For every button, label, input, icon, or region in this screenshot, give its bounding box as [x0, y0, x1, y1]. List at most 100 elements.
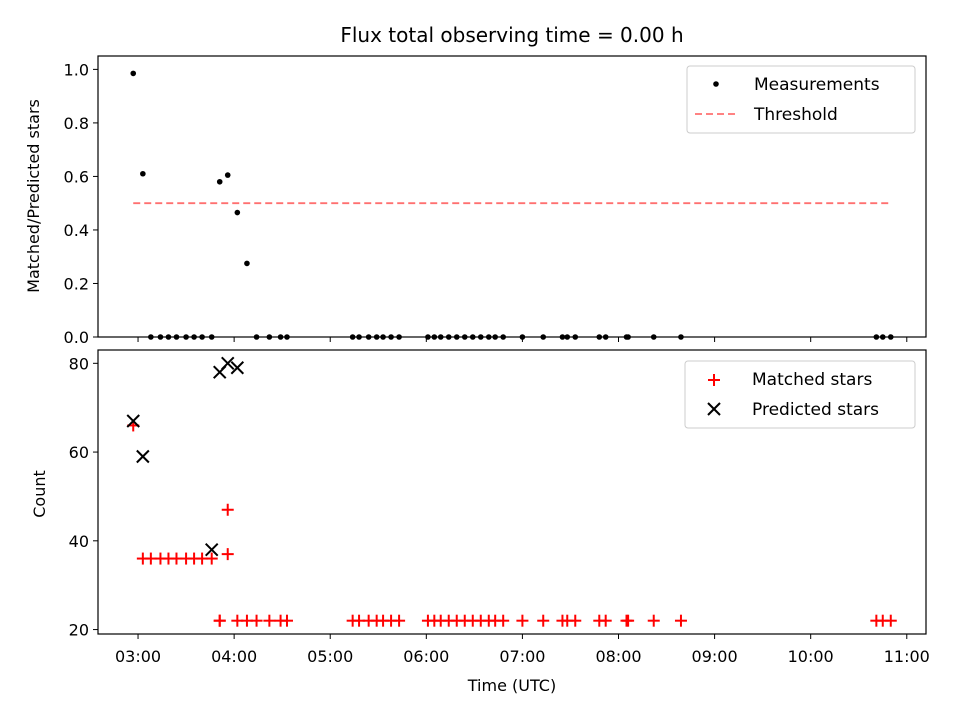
x-tick-label: 05:00	[307, 647, 353, 666]
x-tick-label: 08:00	[595, 647, 641, 666]
measurement-point	[224, 172, 231, 178]
matched-star-point	[516, 614, 529, 627]
ratio-y-label: Matched/Predicted stars	[24, 99, 43, 293]
x-axis-label: Time (UTC)	[467, 676, 556, 695]
matched-star-point	[393, 614, 406, 627]
measurement-point	[500, 334, 506, 340]
measurement-point	[199, 334, 205, 340]
matched-star-point	[205, 552, 218, 565]
predicted-legend-label: Predicted stars	[752, 400, 879, 420]
ratio-panel-frame	[97, 55, 927, 338]
measurement-point	[208, 334, 215, 340]
predicted-legend-marker	[707, 402, 721, 416]
x-tick-label: 09:00	[692, 647, 738, 666]
measurement-point	[572, 334, 579, 340]
y-tick-label: 0.2	[64, 274, 89, 293]
count-x-axis: 03:00 04:00 05:00 06:00 07:00 08:00 09:00 10:00…	[115, 634, 930, 666]
measurement-point	[873, 334, 880, 340]
matched-star-point	[221, 548, 234, 561]
measurement-point	[253, 334, 260, 340]
matched-legend-label: Matched stars	[752, 370, 872, 390]
measurement-point	[191, 334, 197, 340]
measurement-point	[173, 334, 180, 340]
ratio-panel: 0.0 0.2 0.4 0.6 0.8 1.0 Matched/Predicted sta…	[24, 55, 927, 347]
count-legend: Matched stars Predicted stars	[684, 360, 916, 429]
measurement-point	[216, 178, 223, 185]
measurement-point	[388, 334, 394, 340]
measurement-point	[183, 334, 189, 340]
measurement-point	[445, 334, 452, 340]
measurement-point	[234, 209, 241, 216]
x-tick-label: 07:00	[499, 647, 545, 666]
y-tick-label: 0.4	[64, 221, 89, 240]
measurement-point	[485, 334, 492, 340]
measurement-point	[130, 70, 137, 77]
predicted-star-point	[126, 414, 140, 428]
count-plot-area	[126, 356, 897, 627]
y-tick-label: 1.0	[64, 60, 89, 79]
measurement-point	[477, 334, 484, 340]
matched-star-point	[674, 614, 687, 627]
predicted-star-point	[221, 356, 235, 371]
chart-title: Flux total observing time = 0.00 h	[340, 23, 683, 47]
y-tick-label: 0.8	[64, 114, 89, 133]
measurement-point	[678, 334, 684, 340]
measurement-point	[559, 334, 566, 340]
ratio-y-axis: 0.0 0.2 0.4 0.6 0.8 1.0	[64, 60, 98, 347]
count-legend-box	[684, 360, 916, 429]
ratio-plot-area	[130, 70, 894, 340]
x-tick-label: 03:00	[115, 647, 161, 666]
y-tick-label: 20	[69, 621, 89, 640]
measurement-point	[564, 334, 571, 340]
measurement-point	[277, 334, 284, 340]
y-tick-label: 80	[69, 354, 89, 373]
measurement-point	[540, 334, 547, 340]
matched-star-point	[213, 614, 226, 627]
measurements-legend-marker	[713, 81, 719, 87]
ratio-legend: Measurements Threshold	[686, 65, 916, 134]
measurement-point	[602, 334, 609, 340]
measurement-point	[437, 334, 444, 340]
matched-star-point	[497, 614, 510, 627]
measurement-point	[356, 334, 362, 340]
predicted-star-point	[230, 361, 245, 375]
measurement-point	[365, 334, 372, 340]
y-tick-label: 40	[69, 532, 89, 551]
ratio-legend-box	[686, 65, 916, 134]
measurement-point	[879, 334, 886, 340]
measurement-point	[469, 334, 476, 340]
measurements-legend-label: Measurements	[754, 75, 880, 95]
measurement-point	[157, 334, 164, 340]
matched-star-point	[263, 614, 276, 627]
measurement-point	[380, 334, 386, 340]
matched-star-point	[622, 614, 635, 627]
x-tick-label: 11:00	[884, 647, 930, 666]
matched-star-point	[221, 503, 234, 516]
measurement-point	[453, 334, 460, 340]
measurement-point	[650, 334, 657, 340]
measurement-point	[461, 334, 468, 340]
matched-star-point	[250, 614, 263, 627]
matched-star-point	[569, 614, 582, 627]
y-tick-label: 0.0	[64, 328, 89, 347]
threshold-legend-label: Threshold	[753, 105, 838, 125]
predicted-star-point	[136, 449, 150, 464]
x-tick-label: 04:00	[211, 647, 257, 666]
measurement-point	[431, 334, 438, 340]
ratio-x-axis	[137, 337, 908, 342]
y-tick-label: 60	[69, 443, 89, 462]
matched-star-point	[884, 614, 897, 627]
measurement-point	[284, 334, 290, 340]
x-tick-label: 10:00	[788, 647, 834, 666]
measurement-point	[266, 334, 273, 340]
measurement-point	[492, 334, 498, 340]
measurement-point	[396, 334, 402, 340]
measurement-point	[596, 334, 603, 340]
predicted-star-point	[205, 542, 219, 557]
measurement-point	[140, 170, 146, 177]
measurement-point	[625, 334, 631, 340]
count-y-axis: 20 40 60 80	[69, 354, 98, 640]
matched-star-point	[647, 614, 660, 627]
